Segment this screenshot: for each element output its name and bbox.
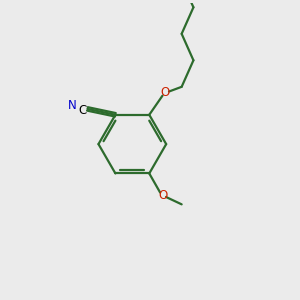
Text: N: N <box>68 100 76 112</box>
Text: O: O <box>161 86 170 99</box>
Text: O: O <box>158 189 167 202</box>
Text: C: C <box>79 104 87 117</box>
